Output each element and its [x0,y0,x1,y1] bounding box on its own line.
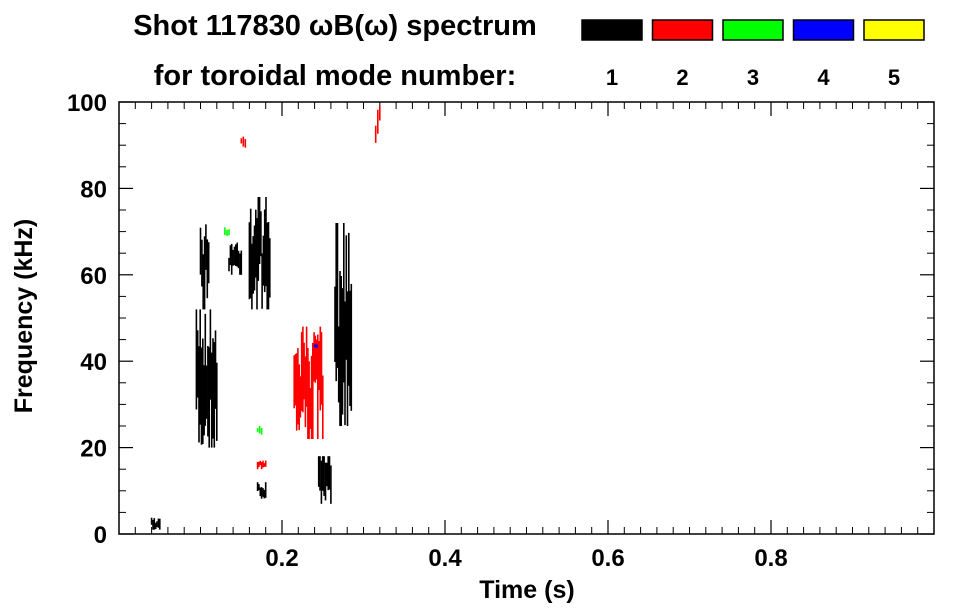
y-tick-label: 20 [80,436,107,463]
y-axis-label: Frequency (kHz) [10,219,38,413]
spectrum-region-mode-1 [248,197,271,310]
y-tick-label: 80 [80,176,107,203]
spectrum-region-mode-2 [374,105,381,143]
spectrum-region-mode-1 [195,309,218,448]
spectrum-region-mode-3 [256,426,263,435]
axes: 0.2 0.4 0.6 0.8 0 20 40 60 80 100 [67,90,934,572]
legend-label-mode-5: 5 [888,65,900,90]
spectrum-region-mode-2 [293,326,324,439]
y-tick-label: 60 [80,263,107,290]
spectrum-region-mode-1 [317,456,332,504]
chart-title-line2: for toroidal mode number: [154,60,517,92]
spectrum-region-mode-1 [334,223,353,426]
spectrum-marks [150,105,381,530]
chart-title-line1: Shot 117830 ωB(ω) spectrum [133,10,537,42]
x-axis-label: Time (s) [479,576,574,604]
y-tick-label: 0 [94,522,107,549]
legend-swatch-mode-2 [651,19,714,41]
spectrum-region-mode-1 [228,242,243,275]
spectrum-region-mode-4 [313,344,318,348]
legend-label-mode-2: 2 [676,65,688,90]
spectrum-region-mode-3 [224,227,230,236]
spectrum-region-mode-1 [150,517,161,530]
y-tick-label: 100 [67,90,107,117]
x-tick-label: 0.4 [428,545,462,572]
legend-swatch-mode-4 [792,19,855,41]
legend-label-mode-3: 3 [747,65,759,90]
legend-label-mode-4: 4 [817,65,830,90]
spectrum-region-mode-2 [256,460,267,470]
x-tick-label: 0.2 [265,545,298,572]
plot-frame [118,101,935,535]
mode-legend: 1 2 3 4 5 [581,19,925,90]
legend-swatch-mode-1 [581,19,643,41]
legend-swatch-mode-3 [722,19,784,41]
y-tick-label: 40 [80,349,107,376]
spectrum-region-mode-1 [256,482,267,499]
spectrum-region-mode-2 [240,136,247,148]
legend-swatch-mode-5 [863,19,925,41]
x-tick-label: 0.8 [754,545,787,572]
legend-label-mode-1: 1 [606,65,618,90]
x-tick-label: 0.6 [591,545,624,572]
spectrum-region-mode-1 [199,224,210,310]
